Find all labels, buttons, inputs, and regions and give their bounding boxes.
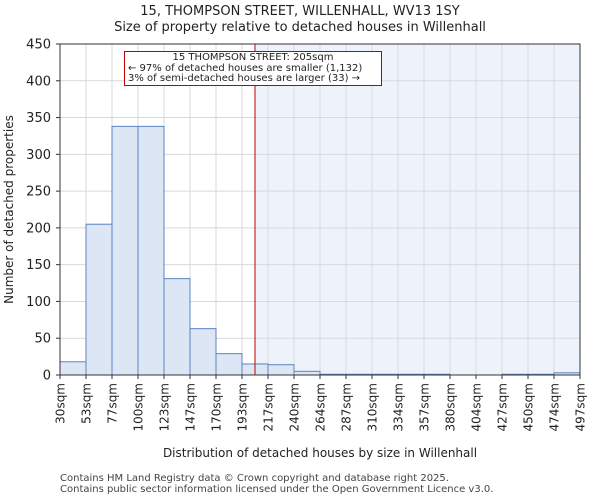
x-tick-label: 217sqm (262, 383, 276, 431)
annotation-line-3: 3% of semi-detached houses are larger (3… (128, 73, 361, 84)
x-tick-label: 123sqm (158, 383, 172, 431)
x-tick-label: 310sqm (366, 383, 380, 431)
x-tick-label: 334sqm (392, 383, 406, 431)
x-tick-label: 427sqm (496, 383, 510, 431)
histogram-bar (59, 361, 87, 376)
x-tick-label: 380sqm (444, 383, 458, 431)
y-tick-label: 350 (26, 111, 51, 126)
x-tick-label: 404sqm (470, 383, 484, 431)
property-annotation-box: 15 THOMPSON STREET: 205sqm ← 97% of deta… (124, 51, 382, 86)
x-tick-label: 100sqm (132, 383, 146, 431)
y-tick-label: 250 (26, 185, 51, 200)
x-axis-title: Distribution of detached houses by size … (163, 446, 477, 460)
y-tick-label: 100 (26, 295, 51, 310)
y-tick-label: 450 (26, 38, 51, 53)
larger-properties-shade (255, 44, 580, 375)
chart-title-address: 15, THOMPSON STREET, WILLENHALL, WV13 1S… (140, 4, 460, 19)
histogram-bar (137, 125, 165, 376)
x-tick-label: 287sqm (340, 383, 354, 431)
x-tick-label: 450sqm (522, 383, 536, 431)
histogram-bar (85, 223, 113, 376)
y-tick-label: 300 (26, 148, 51, 163)
x-tick-label: 497sqm (574, 383, 588, 431)
histogram-bar (215, 353, 243, 376)
x-tick-label: 240sqm (288, 383, 302, 431)
footer-licence: Contains public sector information licen… (60, 484, 494, 495)
x-tick-label: 474sqm (548, 383, 562, 431)
x-tick-label: 193sqm (236, 383, 250, 431)
footer-copyright: Contains HM Land Registry data © Crown c… (60, 473, 449, 484)
x-tick-label: 147sqm (184, 383, 198, 431)
histogram-bar (111, 125, 139, 376)
x-tick-label: 53sqm (80, 383, 94, 424)
chart-title-subtitle: Size of property relative to detached ho… (114, 20, 486, 35)
histogram-bar (267, 364, 295, 376)
x-tick-label: 264sqm (314, 383, 328, 431)
y-tick-label: 0 (43, 369, 51, 384)
histogram-bar (163, 278, 191, 376)
histogram-bar (293, 370, 321, 376)
x-tick-label: 357sqm (418, 383, 432, 431)
y-tick-label: 50 (34, 332, 51, 347)
x-tick-label: 30sqm (54, 383, 68, 424)
y-axis-title: Number of detached properties (2, 115, 16, 304)
y-tick-label: 400 (26, 74, 51, 89)
x-tick-label: 170sqm (210, 383, 224, 431)
x-tick-label: 77sqm (106, 383, 120, 424)
histogram-bar (189, 328, 217, 376)
annotation-line-1: 15 THOMPSON STREET: 205sqm (172, 52, 334, 63)
y-tick-label: 150 (26, 258, 51, 273)
annotation-line-2: ← 97% of detached houses are smaller (1,… (128, 62, 363, 74)
y-tick-label: 200 (26, 221, 51, 236)
